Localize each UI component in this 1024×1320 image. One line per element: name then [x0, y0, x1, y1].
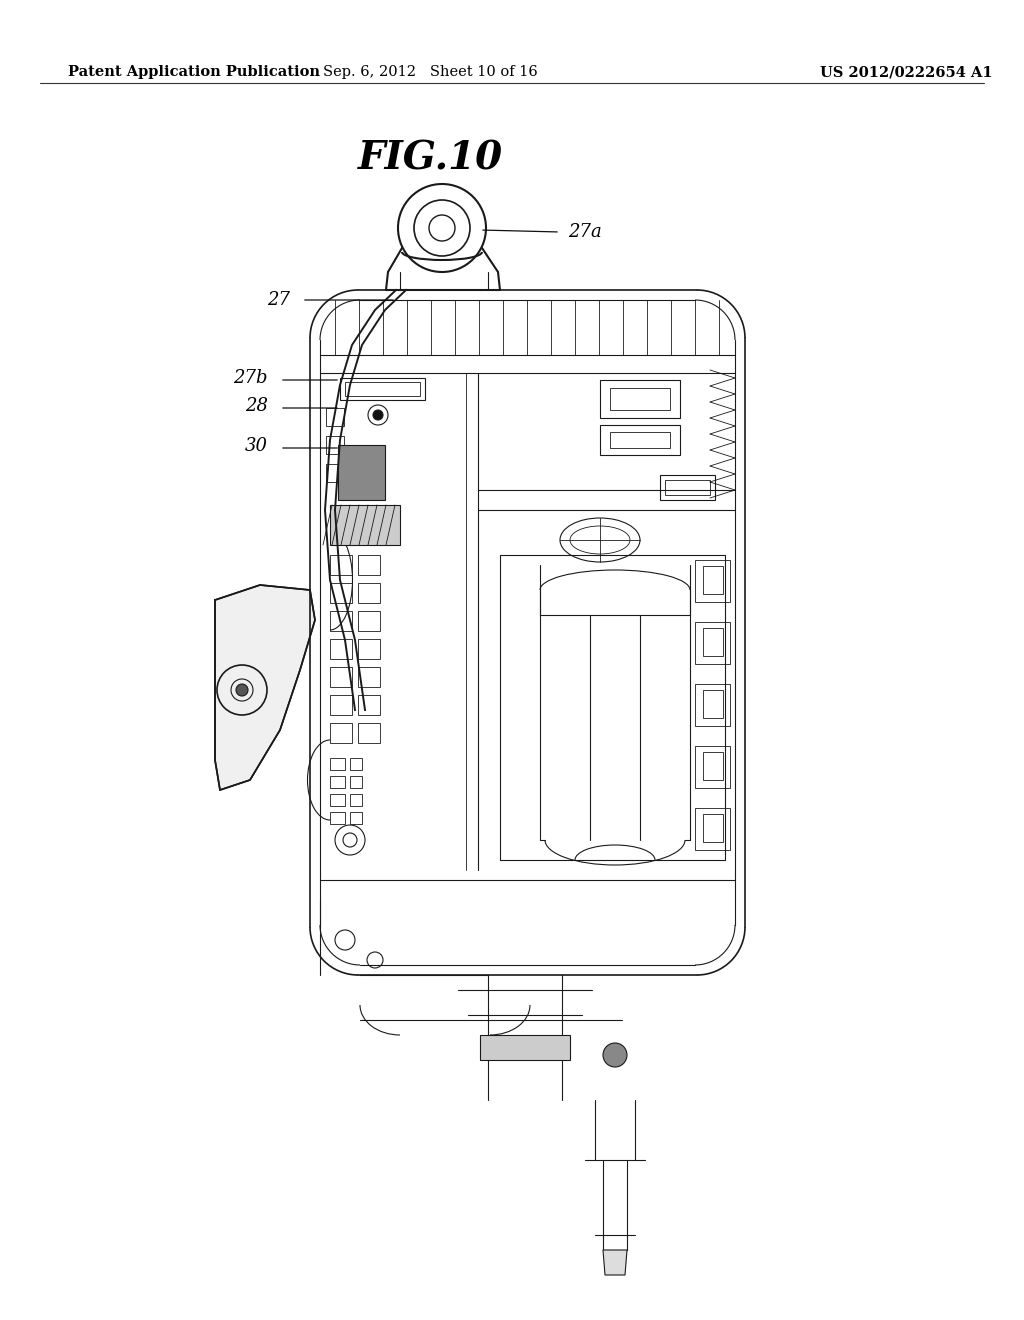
Bar [600, 425, 680, 455]
Polygon shape [603, 1250, 627, 1275]
Bar [358, 554, 380, 576]
Bar [330, 723, 352, 743]
Bar [330, 554, 352, 576]
Text: Patent Application Publication: Patent Application Publication [68, 65, 319, 79]
Bar [340, 378, 425, 400]
Bar [358, 611, 380, 631]
Bar [358, 583, 380, 603]
Bar [330, 696, 352, 715]
Polygon shape [215, 585, 315, 789]
Bar [610, 432, 670, 447]
Text: Sep. 6, 2012   Sheet 10 of 16: Sep. 6, 2012 Sheet 10 of 16 [323, 65, 538, 79]
Bar [350, 776, 362, 788]
Polygon shape [338, 445, 385, 500]
Text: US 2012/0222654 A1: US 2012/0222654 A1 [820, 65, 992, 79]
Bar [703, 566, 723, 594]
Bar [345, 381, 420, 396]
Bar [703, 690, 723, 718]
Bar [358, 639, 380, 659]
Bar [330, 795, 345, 807]
Bar [330, 583, 352, 603]
Bar [330, 667, 352, 686]
Text: 27a: 27a [568, 223, 602, 242]
Bar [330, 776, 345, 788]
Text: 28: 28 [245, 397, 268, 414]
Circle shape [236, 684, 248, 696]
Bar [330, 812, 345, 824]
Polygon shape [330, 506, 400, 545]
Bar [330, 611, 352, 631]
Bar [350, 758, 362, 770]
Circle shape [603, 1043, 627, 1067]
Bar [358, 696, 380, 715]
Bar [350, 795, 362, 807]
Text: 27: 27 [267, 290, 290, 309]
Circle shape [373, 411, 383, 420]
Bar [695, 684, 730, 726]
Bar [350, 812, 362, 824]
Bar [330, 639, 352, 659]
Bar [326, 465, 344, 482]
Bar [695, 560, 730, 602]
Bar [665, 480, 710, 495]
Bar [703, 814, 723, 842]
Bar [358, 667, 380, 686]
Bar [695, 746, 730, 788]
Bar [703, 752, 723, 780]
Bar [326, 436, 344, 454]
Text: 30: 30 [245, 437, 268, 455]
Text: 27b: 27b [233, 370, 268, 387]
Bar [660, 475, 715, 500]
Text: FIG.10: FIG.10 [357, 139, 503, 177]
Bar [695, 808, 730, 850]
Bar [695, 622, 730, 664]
Bar [610, 388, 670, 411]
Bar [330, 758, 345, 770]
Bar [600, 380, 680, 418]
Bar [326, 408, 344, 426]
Bar [703, 628, 723, 656]
Bar [358, 723, 380, 743]
Bar [480, 1035, 570, 1060]
